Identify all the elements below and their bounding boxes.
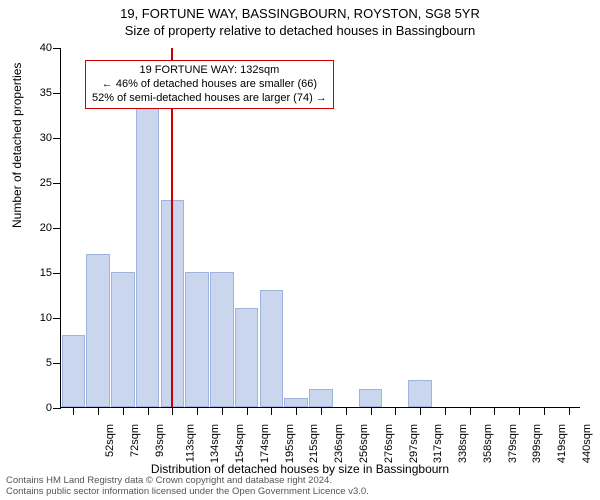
y-tick-label: 0 bbox=[28, 402, 52, 414]
x-tick bbox=[371, 407, 372, 415]
y-tick bbox=[53, 408, 61, 409]
y-tick bbox=[53, 48, 61, 49]
x-tick-label: 256sqm bbox=[358, 424, 370, 463]
y-tick-label: 25 bbox=[28, 177, 52, 189]
x-tick bbox=[73, 407, 74, 415]
x-tick bbox=[420, 407, 421, 415]
y-tick bbox=[53, 93, 61, 94]
y-tick bbox=[53, 363, 61, 364]
x-tick-label: 52sqm bbox=[104, 424, 116, 457]
histogram-bar bbox=[86, 254, 110, 407]
x-tick bbox=[98, 407, 99, 415]
y-tick bbox=[53, 183, 61, 184]
x-tick bbox=[445, 407, 446, 415]
y-tick-label: 15 bbox=[28, 267, 52, 279]
x-tick-label: 72sqm bbox=[129, 424, 141, 457]
y-tick bbox=[53, 138, 61, 139]
y-tick bbox=[53, 273, 61, 274]
x-tick-label: 419sqm bbox=[556, 424, 568, 463]
y-tick-label: 30 bbox=[28, 132, 52, 144]
histogram-bar bbox=[284, 398, 308, 407]
histogram-bar bbox=[235, 308, 259, 407]
x-tick-label: 338sqm bbox=[457, 424, 469, 463]
histogram-bar bbox=[260, 290, 284, 407]
x-tick bbox=[321, 407, 322, 415]
footer-attribution: Contains HM Land Registry data © Crown c… bbox=[6, 476, 369, 498]
x-tick bbox=[519, 407, 520, 415]
y-tick-label: 40 bbox=[28, 42, 52, 54]
x-tick-label: 134sqm bbox=[210, 424, 222, 463]
x-tick-label: 358sqm bbox=[482, 424, 494, 463]
x-tick-label: 113sqm bbox=[184, 424, 196, 462]
y-axis-label: Number of detached properties bbox=[10, 63, 24, 228]
x-tick-label: 236sqm bbox=[333, 424, 345, 463]
x-tick bbox=[470, 407, 471, 415]
x-tick bbox=[247, 407, 248, 415]
y-tick bbox=[53, 318, 61, 319]
y-tick-label: 10 bbox=[28, 312, 52, 324]
x-tick-label: 276sqm bbox=[383, 424, 395, 463]
x-tick bbox=[172, 407, 173, 415]
histogram-bar bbox=[210, 272, 234, 407]
plot-region: 051015202530354052sqm72sqm93sqm113sqm134… bbox=[60, 48, 580, 408]
x-tick bbox=[544, 407, 545, 415]
x-tick-label: 297sqm bbox=[408, 424, 420, 463]
histogram-bar bbox=[359, 389, 383, 407]
x-tick-label: 195sqm bbox=[284, 424, 296, 463]
x-tick-label: 154sqm bbox=[234, 424, 246, 463]
annotation-line: ← 46% of detached houses are smaller (66… bbox=[92, 78, 327, 92]
x-axis-label: Distribution of detached houses by size … bbox=[0, 462, 600, 476]
x-tick-label: 399sqm bbox=[531, 424, 543, 463]
chart-title-main: 19, FORTUNE WAY, BASSINGBOURN, ROYSTON, … bbox=[0, 6, 600, 21]
chart-title-sub: Size of property relative to detached ho… bbox=[0, 23, 600, 38]
x-tick bbox=[395, 407, 396, 415]
x-tick bbox=[346, 407, 347, 415]
chart-area: 051015202530354052sqm72sqm93sqm113sqm134… bbox=[60, 48, 580, 408]
x-tick-label: 440sqm bbox=[581, 424, 593, 463]
histogram-bar bbox=[185, 272, 209, 407]
y-tick-label: 35 bbox=[28, 87, 52, 99]
x-tick bbox=[494, 407, 495, 415]
y-tick-label: 20 bbox=[28, 222, 52, 234]
histogram-bar bbox=[309, 389, 333, 407]
histogram-bar bbox=[136, 74, 160, 407]
x-tick-label: 215sqm bbox=[309, 424, 321, 463]
y-tick-label: 5 bbox=[28, 357, 52, 369]
histogram-bar bbox=[62, 335, 86, 407]
y-tick bbox=[53, 228, 61, 229]
footer-line-2: Contains public sector information licen… bbox=[6, 487, 369, 498]
x-tick-label: 174sqm bbox=[259, 424, 271, 463]
x-tick bbox=[569, 407, 570, 415]
x-tick bbox=[197, 407, 198, 415]
x-tick-label: 93sqm bbox=[154, 424, 166, 457]
annotation-line: 52% of semi-detached houses are larger (… bbox=[92, 92, 327, 106]
histogram-bar bbox=[111, 272, 135, 407]
x-tick bbox=[271, 407, 272, 415]
x-tick-label: 317sqm bbox=[432, 424, 444, 463]
x-tick bbox=[222, 407, 223, 415]
x-tick bbox=[148, 407, 149, 415]
x-tick-label: 379sqm bbox=[507, 424, 519, 463]
x-tick bbox=[296, 407, 297, 415]
x-tick bbox=[123, 407, 124, 415]
annotation-box: 19 FORTUNE WAY: 132sqm← 46% of detached … bbox=[85, 60, 334, 109]
annotation-line: 19 FORTUNE WAY: 132sqm bbox=[92, 64, 327, 78]
histogram-bar bbox=[408, 380, 432, 407]
